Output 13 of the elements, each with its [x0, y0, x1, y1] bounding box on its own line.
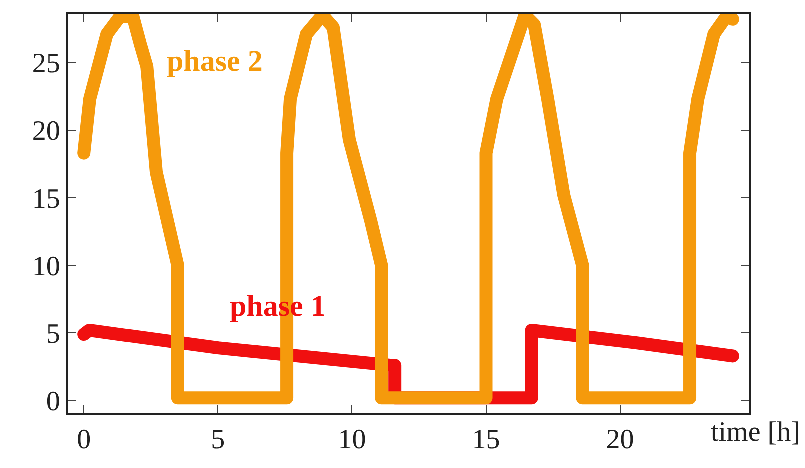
y-tick-label: 20 [32, 116, 60, 148]
y-tick-label: 5 [46, 319, 60, 350]
x-tick-label: 20 [606, 424, 634, 456]
y-tick-label: 25 [32, 48, 60, 80]
x-tick-label: 10 [338, 424, 366, 456]
x-axis-title: time [h] [711, 417, 800, 448]
y-tick-label: 10 [32, 251, 60, 282]
y-tick-label: 15 [32, 184, 60, 215]
x-tick-label: 0 [77, 424, 92, 456]
x-tick-label: 5 [211, 424, 226, 456]
y-tick-label: 0 [46, 386, 60, 418]
x-tick-label: 15 [472, 424, 500, 456]
series-label: phase 2 [167, 45, 263, 78]
